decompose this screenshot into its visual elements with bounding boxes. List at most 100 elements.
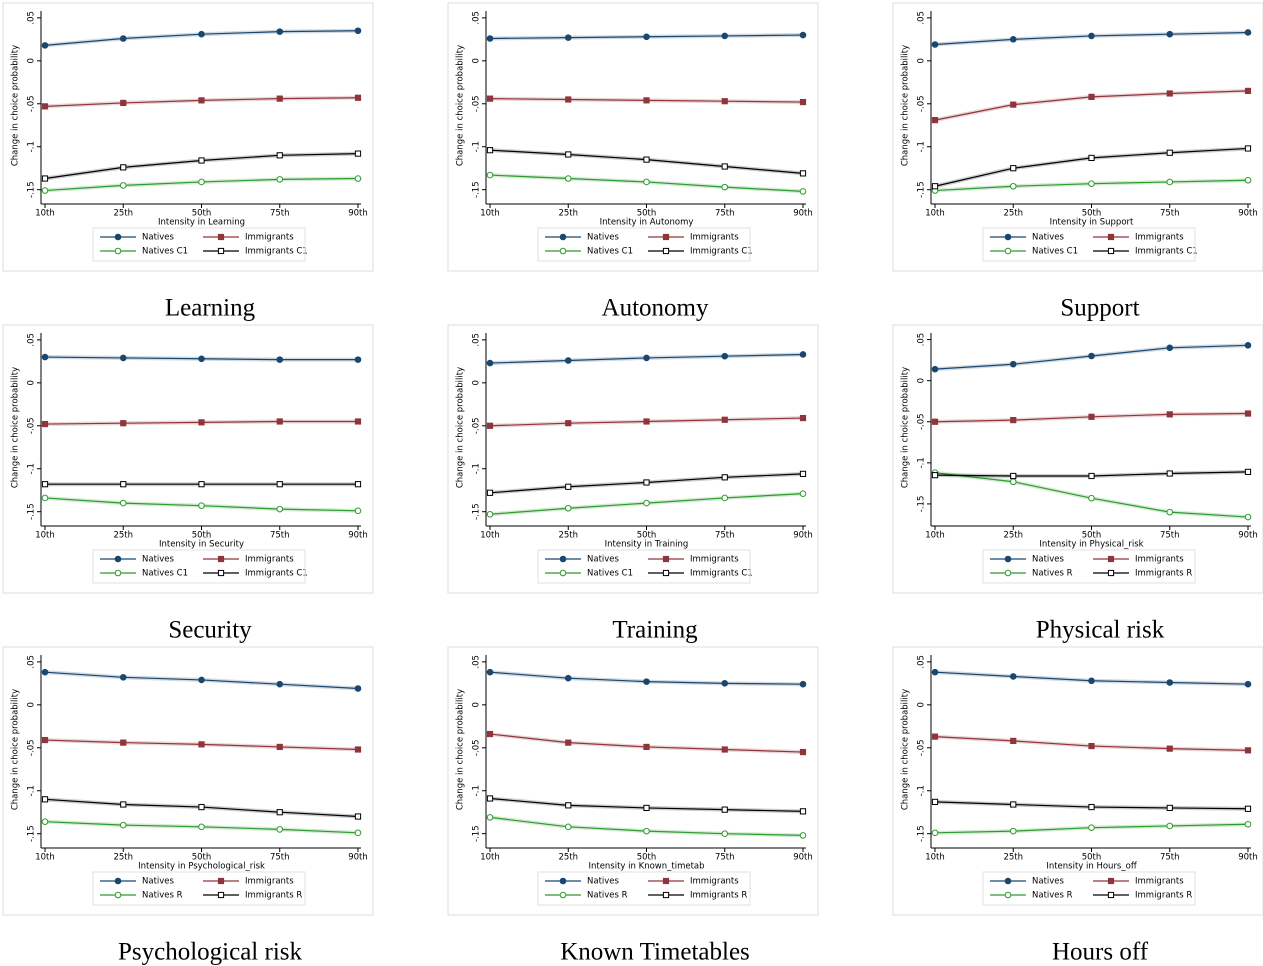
marker [486, 147, 494, 154]
legend-marker [1004, 555, 1012, 563]
legend-label: Immigrants [690, 555, 739, 565]
legend-label: Natives R [587, 891, 628, 901]
y-axis-label: Change in choice probability [901, 45, 911, 166]
legend-marker [217, 247, 225, 255]
marker [486, 359, 494, 367]
panel [2, 646, 374, 916]
caption: Known Timetables [560, 939, 750, 966]
marker [1088, 803, 1095, 811]
y-tick-label: -.1 [917, 785, 927, 796]
marker [931, 418, 939, 425]
legend-label: Immigrants C1 [690, 569, 753, 579]
legend-marker [559, 877, 567, 885]
x-tick-label: 90th [1238, 531, 1258, 541]
marker [1010, 801, 1017, 808]
marker [1088, 180, 1095, 187]
marker [1244, 145, 1252, 152]
legend-marker [114, 877, 122, 885]
marker [1166, 178, 1174, 186]
marker [41, 420, 49, 428]
marker [1166, 90, 1173, 97]
y-tick-label: -.1 [27, 785, 37, 796]
marker [198, 419, 205, 426]
y-tick-label: -.15 [27, 503, 37, 520]
legend-marker [662, 233, 670, 241]
marker [41, 353, 49, 361]
legend-marker [1004, 247, 1012, 255]
legend-label: Immigrants C1 [690, 247, 753, 257]
y-tick-label: 0 [472, 380, 482, 385]
marker [931, 41, 939, 48]
marker [799, 490, 807, 497]
marker [564, 823, 572, 831]
legend-box [982, 549, 1196, 584]
x-tick-label: 10th [925, 853, 945, 863]
caption: Learning [165, 295, 256, 322]
marker [41, 796, 49, 803]
y-tick-label: -.1 [27, 141, 37, 152]
x-tick-label: 75th [1160, 853, 1180, 863]
legend-label: Immigrants [1135, 555, 1184, 565]
caption: Training [612, 617, 698, 644]
marker [1166, 508, 1174, 516]
x-tick-label: 90th [1238, 209, 1258, 219]
marker [354, 685, 362, 692]
y-tick-label: 0 [27, 380, 37, 385]
y-tick-label: -.1 [917, 457, 927, 468]
marker [565, 96, 572, 103]
marker [643, 418, 650, 425]
x-tick-label: 50th [1082, 531, 1102, 541]
marker [486, 795, 494, 802]
chart: .05 0 -.05 -.1 -.15 10th 25th 50th 75th 90th Inten… [892, 324, 1263, 644]
marker [1244, 513, 1252, 521]
legend-marker [559, 555, 567, 563]
panel [2, 2, 374, 272]
marker [1009, 478, 1017, 486]
caption: Autonomy [602, 295, 709, 322]
y-tick-label: -.05 [472, 95, 482, 112]
x-tick-label: 75th [715, 209, 735, 219]
marker [198, 481, 205, 488]
marker [120, 801, 127, 808]
y-axis-label: Change in choice probability [901, 689, 911, 810]
marker [354, 829, 362, 837]
x-axis-label: Intensity in Learning [158, 218, 245, 228]
legend-box [982, 227, 1196, 262]
marker [276, 481, 283, 488]
legend-marker [1004, 877, 1012, 885]
x-tick-label: 10th [480, 531, 500, 541]
marker [198, 157, 205, 164]
x-tick-label: 90th [348, 853, 368, 863]
marker [799, 31, 807, 39]
legend-label: Immigrants R [245, 891, 302, 901]
marker [1088, 472, 1095, 480]
legend-label: Immigrants [245, 233, 294, 243]
marker [1244, 87, 1252, 94]
marker [276, 826, 284, 833]
legend-marker [114, 891, 122, 899]
marker [1166, 470, 1173, 477]
marker [119, 821, 127, 829]
y-axis-label: Change in choice probability [456, 367, 466, 488]
marker [41, 42, 49, 49]
y-tick-label: .05 [472, 333, 482, 347]
marker [1166, 745, 1173, 752]
y-axis-label: Change in choice probability [901, 367, 911, 488]
marker [198, 676, 205, 684]
x-axis-label: Intensity in Security [159, 540, 244, 550]
legend-label: Natives C1 [1032, 247, 1078, 257]
y-tick-label: .05 [917, 655, 927, 669]
marker [198, 97, 205, 104]
panel [2, 324, 374, 594]
legend-marker [114, 233, 122, 241]
marker [1244, 820, 1252, 828]
marker [1010, 737, 1017, 745]
marker [486, 489, 494, 496]
legend-marker [114, 555, 122, 563]
y-axis-label: Change in choice probability [456, 689, 466, 810]
marker [198, 502, 205, 509]
y-axis-label: Change in choice probability [11, 45, 21, 166]
marker [1088, 742, 1095, 750]
marker [1010, 417, 1017, 424]
